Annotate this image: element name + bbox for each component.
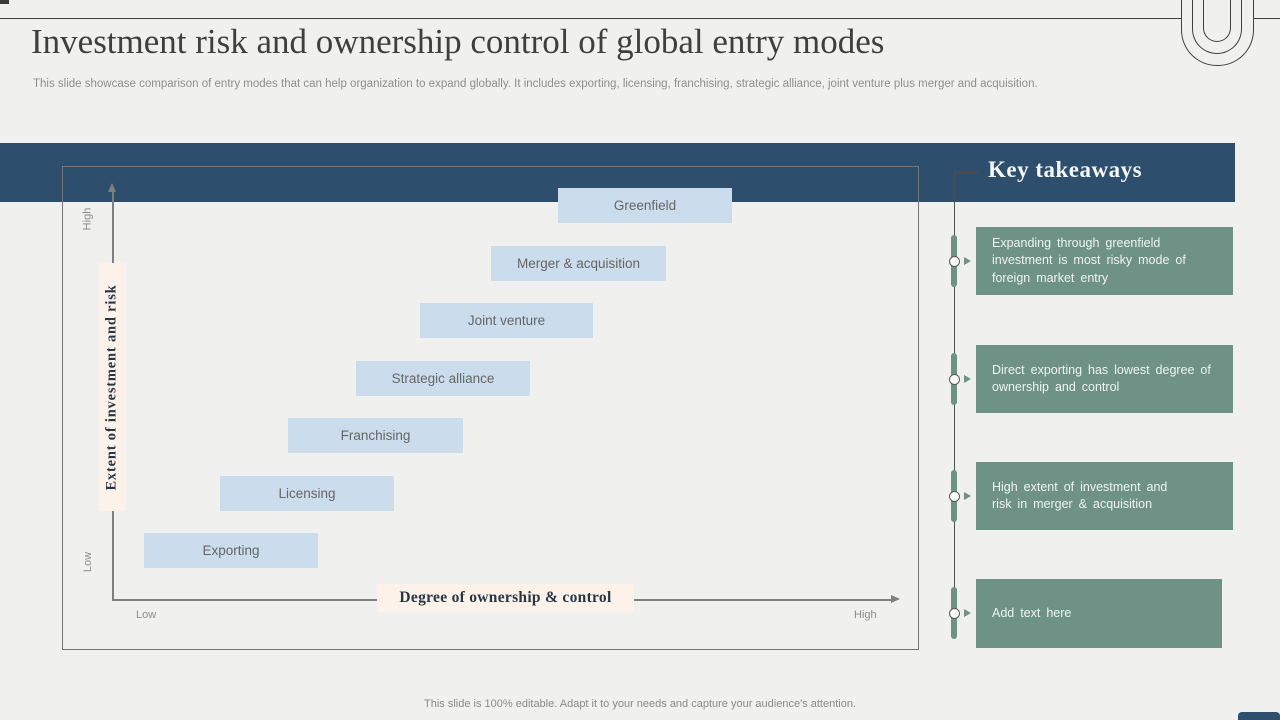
mode-label: Joint venture <box>467 313 546 328</box>
mode-label: Greenfield <box>613 198 677 213</box>
mode-box-joint-venture[interactable]: Joint venture <box>420 303 593 338</box>
top-divider-line <box>1253 18 1280 19</box>
takeaway-text: Expanding through greenfield investment … <box>992 236 1186 285</box>
takeaway-text: Direct exporting has lowest degree of ow… <box>992 362 1211 394</box>
timeline-dot-icon <box>949 373 960 385</box>
y-axis-arrow-icon <box>108 183 116 192</box>
timeline-connector <box>954 172 979 173</box>
takeaway-text: Add text here <box>992 605 1072 620</box>
bottom-corner-accent <box>1238 712 1280 720</box>
mode-label: Franchising <box>340 428 411 443</box>
timeline-dot-icon <box>949 255 960 267</box>
takeaway-box-3[interactable]: High extent of investment and risk in me… <box>976 462 1233 530</box>
takeaway-box-4[interactable]: Add text here <box>976 579 1222 648</box>
x-axis-title[interactable]: Degree of ownership & control <box>377 584 634 612</box>
timeline-dot-icon <box>949 490 960 502</box>
takeaway-box-1[interactable]: Expanding through greenfield investment … <box>976 227 1233 295</box>
timeline-arrow-icon <box>964 608 971 617</box>
x-axis-arrow-icon <box>891 595 900 603</box>
mode-box-franchising[interactable]: Franchising <box>288 418 463 453</box>
mode-box-merger-acquisition[interactable]: Merger & acquisition <box>491 246 666 281</box>
mode-label: Exporting <box>202 543 260 558</box>
corner-accent <box>0 0 9 4</box>
x-axis-title-label: Degree of ownership & control <box>399 589 612 606</box>
page-title: Investment risk and ownership control of… <box>31 22 885 61</box>
mode-label: Strategic alliance <box>391 371 495 386</box>
y-tick-high: High <box>81 207 94 231</box>
timeline-arrow-icon <box>964 256 971 265</box>
timeline-arrow-icon <box>964 491 971 500</box>
mode-box-strategic-alliance[interactable]: Strategic alliance <box>356 361 530 396</box>
takeaway-text: High extent of investment and risk in me… <box>992 479 1168 511</box>
paperclip-icon <box>1181 0 1254 66</box>
mode-box-licensing[interactable]: Licensing <box>220 476 394 511</box>
x-tick-high: High <box>854 609 877 621</box>
takeaway-box-2[interactable]: Direct exporting has lowest degree of ow… <box>976 345 1233 413</box>
y-tick-low: Low <box>82 551 95 573</box>
y-axis-title-label: Extent of investment and risk <box>104 283 121 491</box>
y-axis-title[interactable]: Extent of investment and risk <box>99 263 126 511</box>
mode-box-exporting[interactable]: Exporting <box>144 533 318 568</box>
timeline-arrow-icon <box>964 374 971 383</box>
paperclip-icon <box>1192 0 1242 54</box>
paperclip-icon <box>1203 0 1231 42</box>
mode-label: Merger & acquisition <box>516 256 641 271</box>
timeline-dot-icon <box>949 607 960 619</box>
footer-note: This slide is 100% editable. Adapt it to… <box>424 698 856 710</box>
key-takeaways-title: Key takeaways <box>988 157 1143 182</box>
mode-box-greenfield[interactable]: Greenfield <box>558 188 732 223</box>
mode-label: Licensing <box>278 486 336 501</box>
x-tick-low: Low <box>136 609 157 621</box>
top-divider-line <box>0 18 1181 19</box>
chart-panel <box>62 166 919 650</box>
page-subtitle: This slide showcase comparison of entry … <box>33 78 1038 90</box>
